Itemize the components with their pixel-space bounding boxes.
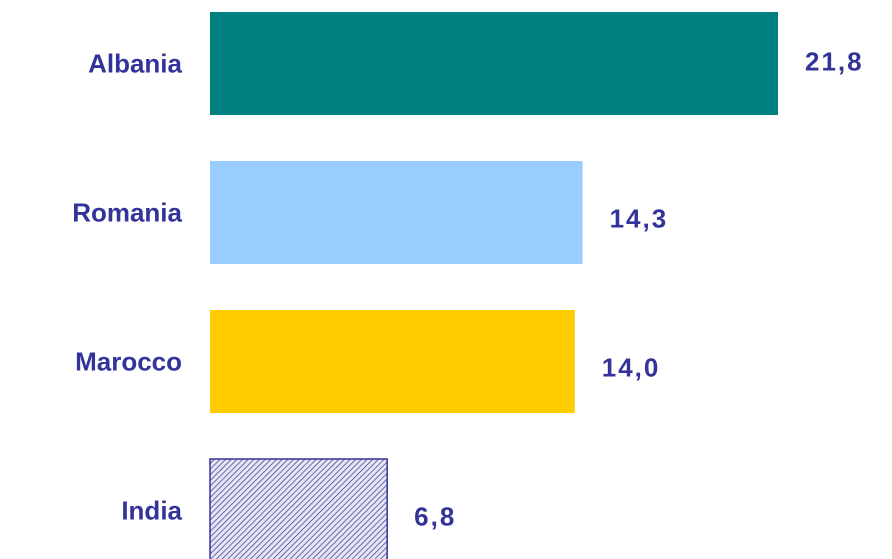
- category-label: Albania: [88, 48, 182, 78]
- bar: [210, 161, 583, 264]
- bar: [209, 458, 388, 559]
- bar: [210, 12, 778, 115]
- value-label: 14,0: [602, 352, 661, 382]
- value-label: 6,8: [414, 501, 456, 531]
- category-label: India: [121, 495, 182, 525]
- value-label: 14,3: [610, 203, 669, 233]
- bar: [210, 310, 575, 413]
- category-label: Romania: [72, 197, 182, 227]
- category-label: Marocco: [75, 346, 182, 376]
- value-label: 21,8: [805, 46, 864, 76]
